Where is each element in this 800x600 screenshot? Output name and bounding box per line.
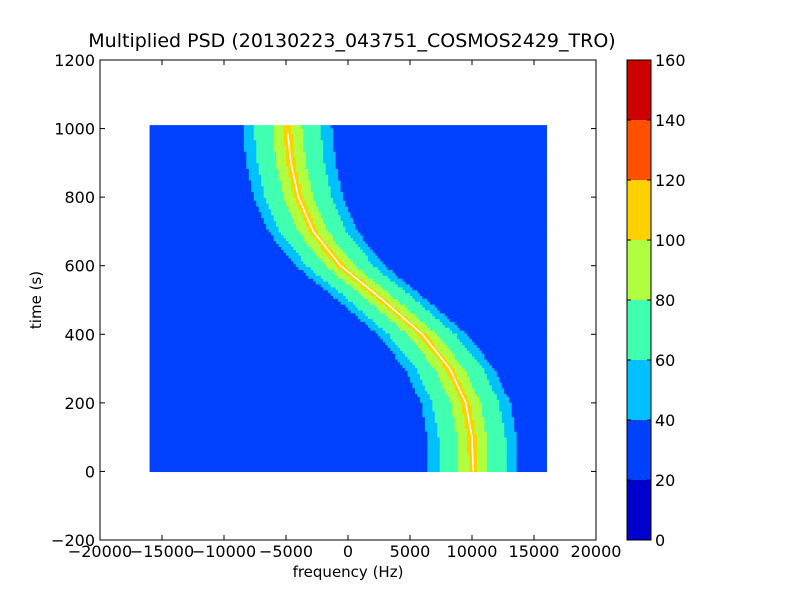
heatmap-layer <box>150 125 547 472</box>
plot-area: −20000−15000−10000 −5000 0 5000 10000 15000 20… <box>51 51 621 561</box>
chart-title: Multiplied PSD (20130223_043751_COSMOS24… <box>88 30 615 52</box>
